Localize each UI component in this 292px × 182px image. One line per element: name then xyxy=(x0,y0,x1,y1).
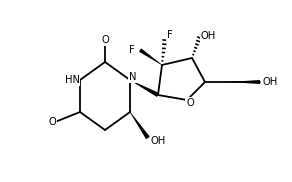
Text: O: O xyxy=(186,98,194,108)
Text: OH: OH xyxy=(200,31,215,41)
Text: OH: OH xyxy=(150,136,166,146)
Text: F: F xyxy=(167,30,173,40)
Polygon shape xyxy=(130,80,159,97)
Text: N: N xyxy=(129,72,137,82)
Polygon shape xyxy=(139,48,162,65)
Text: F: F xyxy=(129,45,135,55)
Text: O: O xyxy=(48,117,56,127)
Text: HN: HN xyxy=(65,75,79,85)
Text: OH: OH xyxy=(263,77,278,87)
Polygon shape xyxy=(232,80,260,84)
Text: O: O xyxy=(101,35,109,45)
Polygon shape xyxy=(130,112,150,139)
